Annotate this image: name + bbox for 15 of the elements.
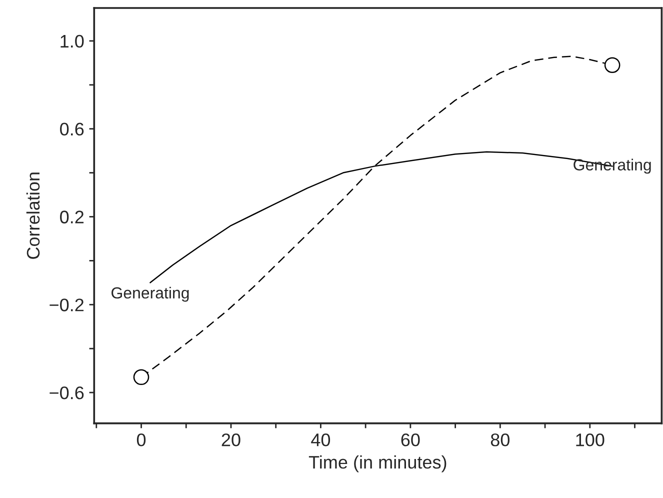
- annotation: Generating: [112, 286, 189, 302]
- annotation: Generating: [574, 158, 651, 174]
- y-tick-label: −0.2: [50, 298, 84, 312]
- y-tick-label: −0.6: [50, 386, 84, 400]
- x-tick-label: 60: [401, 434, 420, 446]
- x-tick-label: 40: [311, 434, 330, 446]
- y-tick-label: 0.6: [60, 122, 84, 136]
- x-axis-title: Time (in minutes): [308, 455, 446, 472]
- y-tick-label: 1.0: [60, 34, 84, 48]
- x-tick-label: 100: [576, 434, 604, 446]
- x-tick-label: 0: [136, 434, 146, 446]
- x-tick-label: 80: [490, 434, 510, 446]
- y-tick-label: 0.2: [60, 210, 84, 224]
- x-tick-label: 20: [222, 434, 240, 446]
- y-axis-title: Correlation: [26, 172, 40, 259]
